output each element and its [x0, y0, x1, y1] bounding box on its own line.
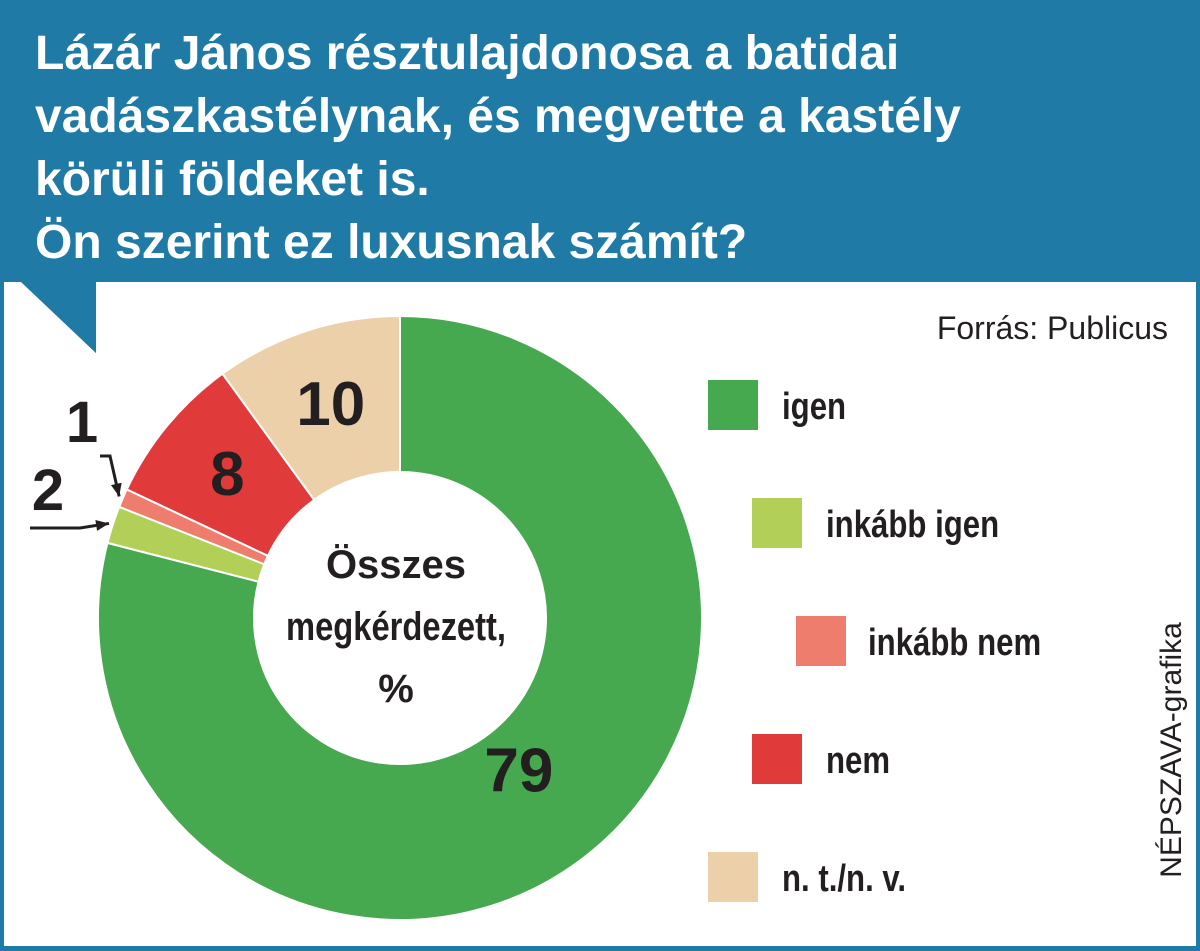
legend-label: inkább igen [826, 504, 1000, 546]
value-label-1: 1 [66, 390, 98, 455]
title-line-4: Ön szerint ez luxusnak számít? [35, 216, 748, 269]
title-line-2: vadászkastélynak, és megvette a kastély [35, 90, 961, 143]
center-label-line-1: Összes [326, 542, 466, 587]
title-line-3: körüli földeket is. [35, 153, 430, 206]
speech-pointer [4, 281, 96, 353]
callout-line-1 [100, 454, 121, 497]
callout-arrow-1 [111, 482, 122, 497]
title-line-1: Lázár János résztulajdonosa a batidai [35, 27, 900, 80]
legend-label: inkább nem [868, 622, 1042, 664]
graphic-credit: NÉPSZAVA-grafika [1155, 622, 1188, 878]
value-label-8: 8 [210, 440, 244, 509]
legend-swatch [752, 734, 802, 784]
slice-n-t-n-v- [221, 314, 401, 502]
value-label-10: 10 [296, 370, 365, 439]
legend-label: n. t./n. v. [782, 858, 907, 900]
value-label-79: 79 [484, 736, 553, 805]
value-label-2: 2 [32, 458, 64, 523]
legend-label: igen [782, 386, 847, 428]
legend-label: nem [826, 740, 891, 782]
center-label-line-3: % [378, 667, 414, 711]
legend-swatch [708, 852, 758, 902]
chart-title: Lázár János résztulajdonosa a batidai va… [35, 22, 1175, 274]
source-note: Forrás: Publicus [936, 310, 1168, 346]
slice-igen [97, 314, 703, 921]
legend-swatch [796, 616, 846, 666]
header-band: Lázár János résztulajdonosa a batidai va… [0, 0, 1200, 282]
legend-swatch [752, 498, 802, 548]
callout-arrow-2 [95, 520, 109, 531]
legend-swatch [708, 380, 758, 430]
center-label-line-2: megkérdezett, [286, 605, 506, 649]
